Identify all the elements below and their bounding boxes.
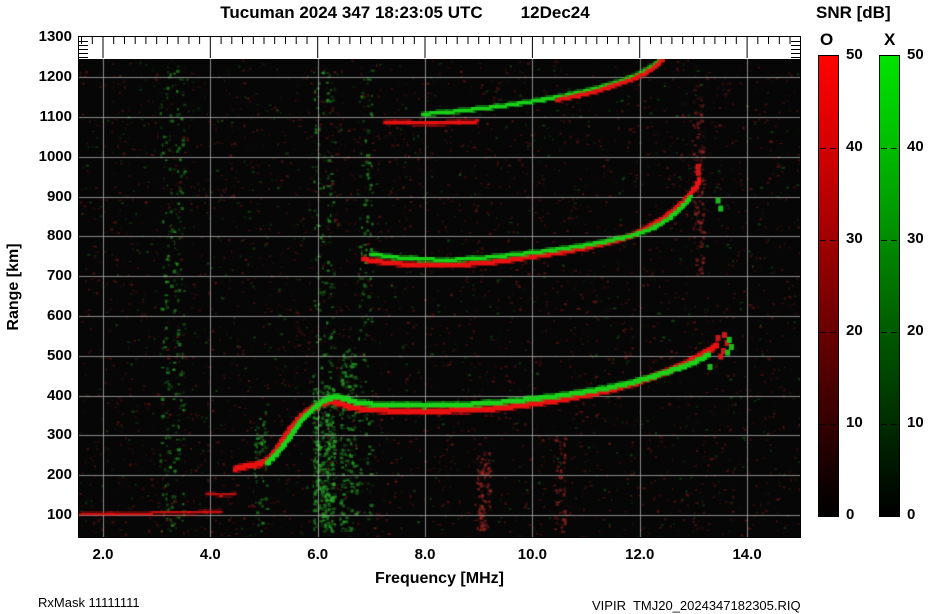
y-tick-label-600: 600 [46, 306, 72, 324]
colorbar-tick-mark [820, 332, 826, 333]
rxmask-label: RxMask 11111111 [38, 595, 140, 610]
colorbar-tick-label-50: 50 [846, 46, 863, 63]
colorbar-tick-label-40: 40 [846, 138, 863, 155]
colorbar-tick-mark [891, 240, 897, 241]
colorbar-tick-mark [891, 332, 897, 333]
colorbar-tick-label-10: 10 [907, 414, 924, 431]
y-tick-label-200: 200 [46, 466, 72, 484]
y-tick-label-100: 100 [46, 505, 72, 523]
colorbar-tick-mark [891, 148, 897, 149]
colorbar-tick-label-0: 0 [907, 506, 916, 523]
x-tick-label-10.0: 10.0 [517, 546, 547, 563]
colorbar-tick-mark [881, 240, 887, 241]
colorbar-tick-mark [881, 148, 887, 149]
x-tick-label-14.0: 14.0 [732, 546, 762, 563]
x-mode-label: X [884, 30, 896, 49]
y-tick-label-500: 500 [46, 346, 72, 364]
y-tick-label-900: 900 [46, 187, 72, 205]
colorbar-tick-mark [830, 424, 836, 425]
x-axis-title: Frequency [MHz] [375, 570, 504, 587]
y-tick-label-400: 400 [46, 386, 72, 404]
colorbar-tick-label-30: 30 [846, 230, 863, 247]
y-tick-label-300: 300 [46, 426, 72, 444]
x-tick-label-8.0: 8.0 [414, 546, 436, 563]
colorbar-tick-label-20: 20 [907, 322, 924, 339]
y-tick-label-1200: 1200 [38, 68, 72, 86]
o-mode-label: O [820, 30, 834, 49]
colorbar-tick-mark [830, 240, 836, 241]
x-tick-label-4.0: 4.0 [199, 546, 221, 563]
colorbar-tick-label-30: 30 [907, 230, 924, 247]
x-tick-label-6.0: 6.0 [307, 546, 329, 563]
y-axis-title: Range [km] [5, 243, 22, 331]
station-datetime: Tucuman 2024 347 18:23:05 UTC [220, 3, 483, 22]
colorbar-title: SNR [dB] [816, 3, 891, 22]
colorbar-tick-mark [891, 424, 897, 425]
colorbar-tick-mark [830, 332, 836, 333]
x-tick-label-12.0: 12.0 [625, 546, 655, 563]
colorbar-tick-label-50: 50 [907, 46, 924, 63]
colorbar-tick-label-20: 20 [846, 322, 863, 339]
colorbar-tick-label-40: 40 [907, 138, 924, 155]
colorbar-tick-mark [820, 148, 826, 149]
colorbar-tick-mark [820, 424, 826, 425]
y-tick-label-1300: 1300 [38, 28, 72, 46]
date-label: 12Dec24 [520, 3, 590, 22]
x-mode-colorbar [879, 55, 900, 517]
o-mode-colorbar [818, 55, 839, 517]
colorbar-tick-label-0: 0 [846, 506, 855, 523]
colorbar-tick-mark [830, 148, 836, 149]
colorbar-tick-label-10: 10 [846, 414, 863, 431]
y-tick-label-1100: 1100 [39, 107, 72, 125]
data-filename-label: VIPIR TMJ20_2024347182305.RIQ [592, 598, 801, 613]
y-tick-label-700: 700 [46, 267, 72, 285]
colorbar-tick-mark [881, 424, 887, 425]
ionogram-canvas [79, 59, 800, 538]
y-tick-label-800: 800 [46, 227, 72, 245]
colorbar-tick-mark [820, 240, 826, 241]
chart-title: Tucuman 2024 347 18:23:05 UTC 12Dec24 [0, 3, 810, 23]
y-tick-label-1000: 1000 [38, 147, 72, 165]
colorbar-tick-mark [881, 332, 887, 333]
x-tick-label-2.0: 2.0 [92, 546, 114, 563]
